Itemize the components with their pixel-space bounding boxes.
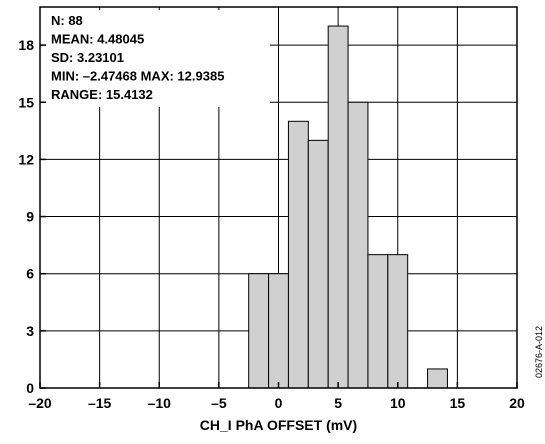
x-tick-labels: –20 –15 –10 –5 0 5 10 15 20 — [28, 395, 525, 411]
y-tick-label: 9 — [26, 209, 34, 225]
histogram-bar — [387, 254, 409, 389]
x-tick-label: 15 — [450, 395, 466, 411]
x-axis-label: CH_I PhA OFFSET (mV) — [200, 417, 357, 433]
histogram-bars — [248, 25, 448, 389]
histogram-bar — [268, 273, 289, 389]
x-tick-label: 5 — [334, 395, 342, 411]
histogram-bar — [307, 139, 329, 389]
stat-line: SD: 3.23101 — [51, 50, 124, 65]
histogram-bar — [367, 254, 389, 389]
y-tick-label: 0 — [26, 380, 34, 396]
y-tick-label: 3 — [26, 323, 34, 339]
x-tick-label: 0 — [275, 395, 283, 411]
stats-box — [40, 10, 270, 107]
x-tick-label: –15 — [88, 395, 112, 411]
y-tick-label: 6 — [26, 266, 34, 282]
stat-line: N: 88 — [51, 13, 83, 28]
x-tick-label: –20 — [28, 395, 52, 411]
histogram-bar — [327, 25, 349, 389]
stat-line: RANGE: 15.4132 — [51, 87, 153, 102]
histogram-bar — [287, 120, 309, 389]
x-tick-label: –5 — [211, 395, 227, 411]
y-tick-label: 18 — [18, 37, 34, 53]
x-tick-label: 10 — [390, 395, 406, 411]
stat-line: MEAN: 4.48045 — [51, 32, 144, 47]
x-tick-label: –10 — [148, 395, 172, 411]
y-tick-label: 15 — [18, 94, 34, 110]
histogram-bar — [427, 368, 448, 389]
figure-id: 02676-A-012 — [534, 326, 544, 378]
stats-text: N: 88 MEAN: 4.48045 SD: 3.23101 MIN: –2.474… — [51, 13, 224, 102]
y-tick-label: 12 — [18, 151, 34, 167]
histogram-bar — [347, 101, 369, 389]
y-tick-labels: 0 3 6 9 12 15 18 — [18, 37, 34, 396]
axis-ticks — [39, 44, 518, 389]
x-tick-label: 20 — [509, 395, 525, 411]
stat-line: MIN: –2.47468 MAX: 12.9385 — [51, 69, 224, 84]
histogram-bar — [248, 273, 270, 389]
